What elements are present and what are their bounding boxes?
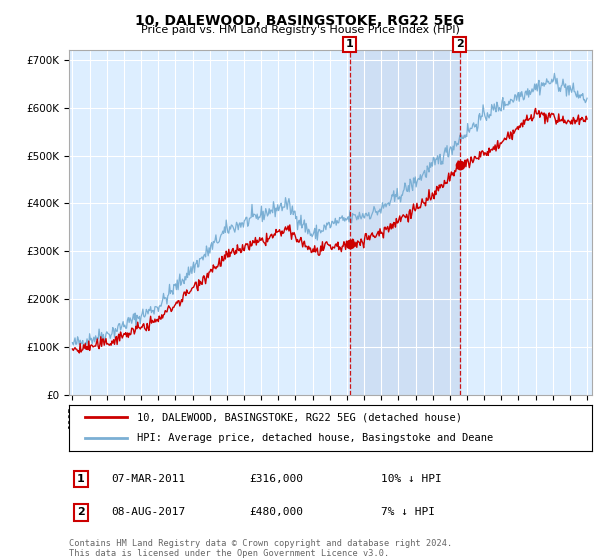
Text: 07-MAR-2011: 07-MAR-2011 <box>111 474 185 484</box>
Text: 2: 2 <box>456 39 464 49</box>
Text: 1: 1 <box>77 474 85 484</box>
Text: 10, DALEWOOD, BASINGSTOKE, RG22 5EG (detached house): 10, DALEWOOD, BASINGSTOKE, RG22 5EG (det… <box>137 412 462 422</box>
Text: £316,000: £316,000 <box>249 474 303 484</box>
Bar <box>350 50 460 395</box>
Text: Price paid vs. HM Land Registry's House Price Index (HPI): Price paid vs. HM Land Registry's House … <box>140 25 460 35</box>
Text: 08-AUG-2017: 08-AUG-2017 <box>111 507 185 517</box>
Text: 10, DALEWOOD, BASINGSTOKE, RG22 5EG: 10, DALEWOOD, BASINGSTOKE, RG22 5EG <box>136 14 464 28</box>
Text: Contains HM Land Registry data © Crown copyright and database right 2024.
This d: Contains HM Land Registry data © Crown c… <box>69 539 452 558</box>
Text: 7% ↓ HPI: 7% ↓ HPI <box>381 507 435 517</box>
Text: 2: 2 <box>77 507 85 517</box>
Text: 10% ↓ HPI: 10% ↓ HPI <box>381 474 442 484</box>
Text: HPI: Average price, detached house, Basingstoke and Deane: HPI: Average price, detached house, Basi… <box>137 433 493 444</box>
Text: 1: 1 <box>346 39 353 49</box>
Text: £480,000: £480,000 <box>249 507 303 517</box>
